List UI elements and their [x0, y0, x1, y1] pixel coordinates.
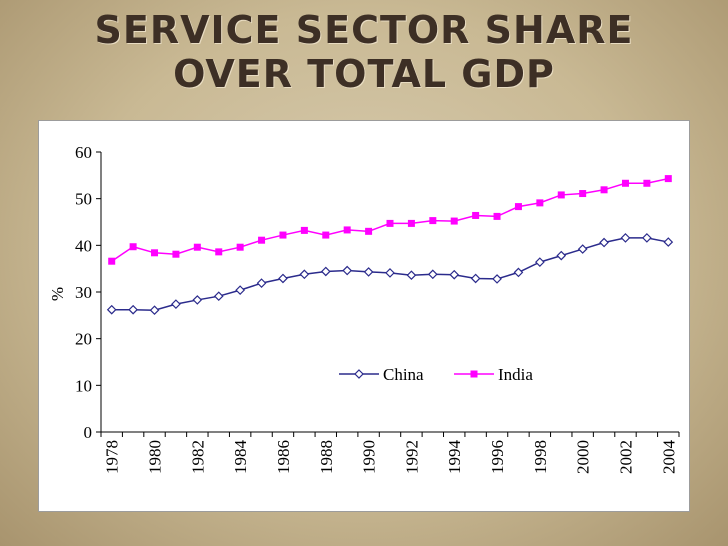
data-point-china	[556, 250, 567, 261]
x-tick-label: 2004	[659, 440, 678, 475]
data-point-china	[299, 269, 310, 280]
data-point-india	[621, 179, 629, 187]
data-point-india	[579, 190, 587, 198]
data-point-india	[108, 257, 116, 265]
data-point-india	[493, 212, 501, 220]
data-point-india	[365, 227, 373, 235]
x-tick-label: 1986	[274, 440, 293, 474]
data-point-china	[663, 237, 674, 247]
data-point-china	[470, 273, 481, 284]
data-point-india	[643, 179, 651, 187]
data-point-india	[236, 243, 244, 251]
data-point-india	[429, 217, 437, 225]
data-point-china	[342, 265, 353, 276]
data-point-india	[472, 211, 480, 219]
legend-label-india: India	[498, 365, 533, 384]
x-tick-label: 1980	[146, 440, 165, 474]
data-point-china	[106, 304, 117, 315]
data-point-china	[513, 267, 524, 278]
data-point-china	[363, 267, 374, 277]
data-point-india	[215, 248, 223, 256]
x-tick-label: 2002	[616, 440, 635, 474]
data-point-india	[129, 243, 137, 251]
data-point-china	[642, 233, 652, 243]
data-point-china	[406, 270, 417, 281]
y-tick-label: 60	[75, 143, 92, 162]
legend-marker-china	[354, 369, 364, 379]
data-point-china	[171, 299, 181, 309]
data-point-india	[386, 219, 394, 227]
data-point-china	[385, 268, 395, 278]
data-point-china	[535, 257, 545, 267]
data-point-india	[151, 249, 159, 257]
x-tick-label: 1998	[531, 440, 550, 474]
data-point-china	[492, 274, 502, 284]
y-tick-label: 40	[75, 236, 92, 255]
data-point-china	[449, 269, 460, 280]
x-tick-label: 1988	[317, 440, 336, 474]
y-tick-label: 50	[75, 190, 92, 209]
data-point-india	[664, 175, 672, 183]
data-point-china	[320, 266, 331, 277]
data-point-china	[577, 244, 588, 254]
x-tick-label: 2000	[574, 440, 593, 474]
data-point-china	[278, 273, 288, 284]
data-point-china	[620, 233, 631, 243]
data-point-india	[322, 231, 330, 239]
data-point-india	[279, 231, 287, 239]
data-point-india	[193, 243, 201, 251]
y-tick-label: 20	[75, 330, 92, 349]
data-point-india	[557, 191, 565, 199]
x-tick-label: 1992	[402, 440, 421, 474]
data-point-india	[600, 186, 608, 194]
data-point-china	[235, 285, 245, 295]
x-tick-label: 1994	[445, 440, 464, 475]
x-tick-label: 1978	[103, 440, 122, 474]
data-point-india	[258, 236, 266, 244]
data-point-india	[300, 226, 308, 234]
data-point-india	[514, 203, 522, 211]
data-point-china	[427, 269, 438, 280]
x-tick-label: 1990	[360, 440, 379, 474]
data-point-china	[192, 295, 203, 305]
y-tick-label: 10	[75, 376, 92, 395]
data-point-china	[256, 278, 267, 288]
data-point-china	[149, 305, 160, 316]
y-tick-label: 30	[75, 283, 92, 302]
data-point-india	[172, 250, 180, 258]
data-point-china	[128, 304, 138, 315]
x-tick-label: 1984	[231, 440, 250, 475]
data-point-india	[536, 199, 544, 207]
y-tick-label: 0	[84, 423, 93, 442]
chart-panel: 0 10 20 30 40 50 60% 1978 1980 1982 1984 1986 1988 19…	[38, 120, 690, 512]
data-point-india	[407, 219, 415, 227]
x-tick-label: 1996	[488, 440, 507, 474]
legend-label-china: China	[383, 365, 424, 384]
y-axis-label: %	[48, 287, 67, 301]
line-chart: 0 10 20 30 40 50 60% 1978 1980 1982 1984 1986 1988 19…	[48, 143, 680, 475]
data-point-china	[599, 237, 609, 248]
data-point-china	[213, 291, 224, 302]
data-point-india	[450, 217, 458, 225]
data-point-india	[343, 226, 351, 234]
slide-title: SERVICE SECTOR SHARE OVER TOTAL GDP	[94, 8, 634, 96]
legend-marker-india	[470, 370, 478, 378]
x-tick-label: 1982	[188, 440, 207, 474]
